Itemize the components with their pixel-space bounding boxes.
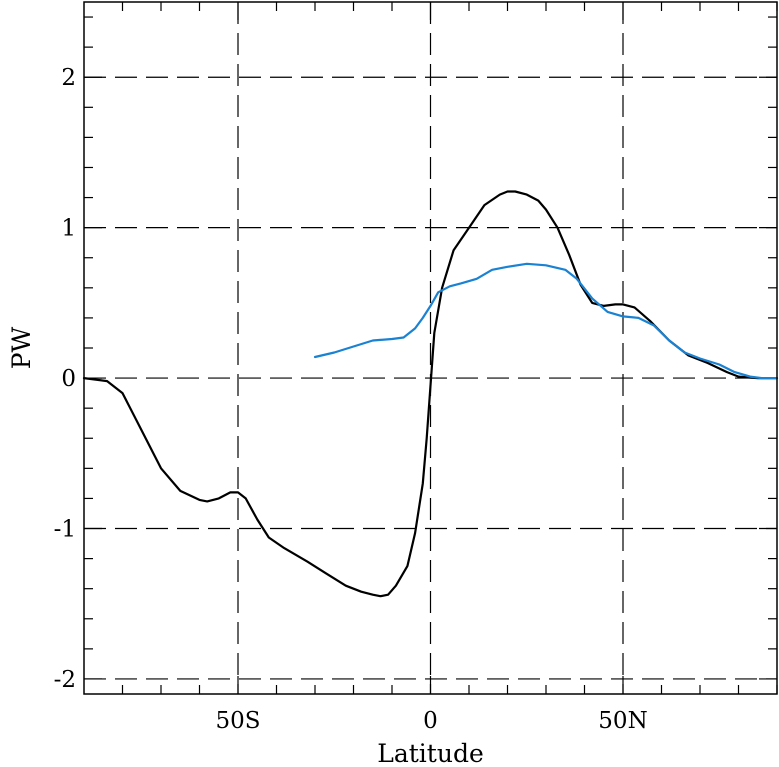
axis-ticks: [84, 2, 778, 694]
y-tick-label: 0: [61, 366, 76, 392]
x-tick-label: 50S: [215, 708, 260, 734]
x-axis-label: Latitude: [377, 739, 484, 767]
y-tick-label: 1: [61, 216, 76, 242]
series-lines: [82, 190, 779, 598]
grid-lines: [84, 2, 777, 694]
tick-labels: 50S 0 50N -2 -1 0 1 2: [54, 65, 648, 734]
x-tick-label: 0: [423, 708, 438, 734]
series-line-1: [82, 190, 779, 598]
plot-frame: [83, 1, 778, 695]
y-axis-label: PW: [7, 326, 36, 369]
y-tick-label: -2: [54, 667, 76, 693]
y-tick-label: 2: [61, 65, 76, 91]
series-line-2: [313, 262, 779, 380]
y-tick-label: -1: [54, 517, 76, 543]
x-tick-label: 50N: [598, 708, 647, 734]
